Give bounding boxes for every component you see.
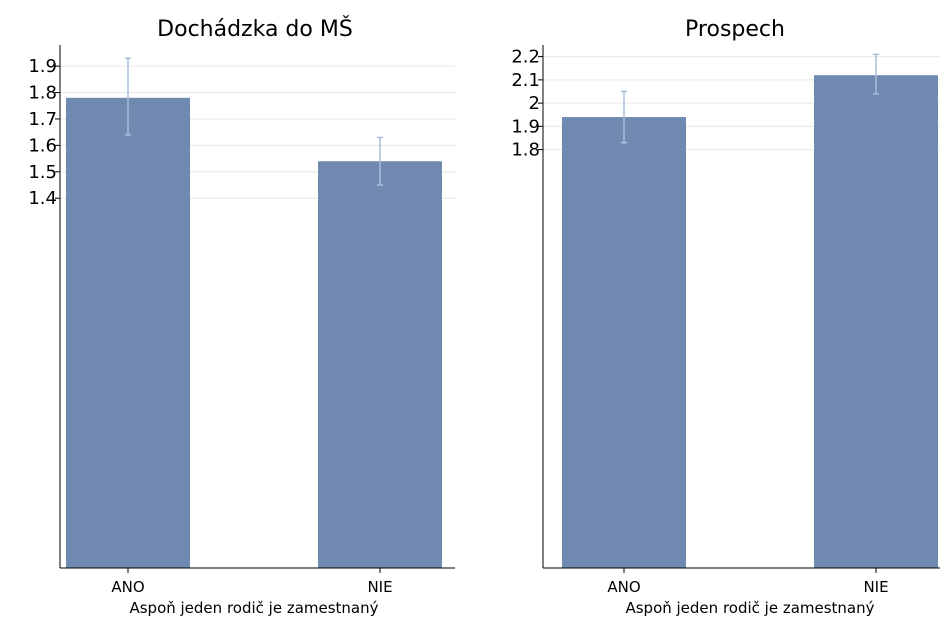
- x-tick-label-ano: ANO: [607, 578, 640, 596]
- y-tick-label: 1.4: [28, 188, 57, 209]
- bar-nie: [318, 161, 442, 568]
- y-tick-label: 1.5: [28, 162, 57, 183]
- y-tick-label: 1.7: [28, 109, 57, 130]
- y-tick-label: 2.2: [511, 47, 540, 68]
- y-tick-label: 1.8: [28, 83, 57, 104]
- bar-ano: [66, 97, 190, 569]
- y-tick-label: 2: [529, 93, 540, 114]
- x-axis-title: Aspoň jeden rodič je zamestnaný: [625, 599, 874, 617]
- y-tick-label: 1.8: [511, 140, 540, 161]
- chart-panel-1: 1.4 1.5 1.6 1.7 1.8 1.9 ANO NIE Aspoň jeden rodi…: [28, 16, 455, 617]
- chart-title: Dochádzka do MŠ: [157, 16, 353, 42]
- y-tick-label: 2.1: [511, 70, 540, 91]
- y-tick-label: 1.6: [28, 135, 57, 156]
- y-tick-label: 1.9: [511, 116, 540, 137]
- x-axis-title: Aspoň jeden rodič je zamestnaný: [129, 599, 378, 617]
- bar-nie: [814, 75, 938, 569]
- chart-panel-2: 1.8 1.922.12.2 ANO NIE Aspoň jeden rodič je …: [511, 17, 940, 617]
- chart-title: Prospech: [685, 17, 785, 42]
- y-tick-label: 1.9: [28, 56, 57, 77]
- bar-ano: [562, 117, 686, 569]
- x-tick-label-nie: NIE: [863, 578, 888, 596]
- x-tick-label-nie: NIE: [367, 578, 392, 596]
- x-tick-label-ano: ANO: [111, 578, 144, 596]
